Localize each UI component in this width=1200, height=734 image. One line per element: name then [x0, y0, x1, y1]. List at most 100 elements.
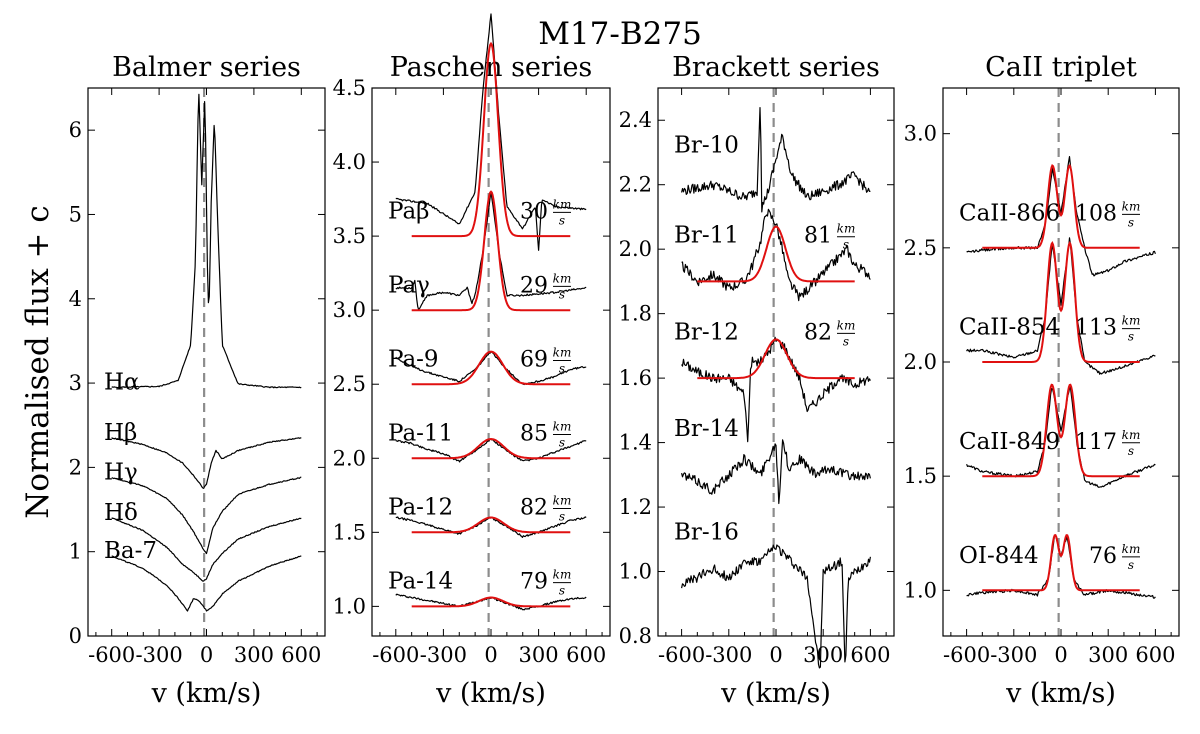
y-tick-label: 1.0: [619, 560, 652, 584]
x-tick-label: 0: [484, 643, 497, 667]
unit-denominator: s: [1128, 215, 1134, 229]
line-label: Br-10: [674, 133, 739, 159]
velocity-label: 69: [520, 347, 548, 372]
line-label: Pa-11: [388, 421, 453, 447]
unit-numerator: km: [553, 197, 572, 211]
x-tick-label: 600: [850, 643, 890, 667]
velocity-label: 85: [520, 422, 548, 447]
y-tick-label: 1.6: [619, 366, 652, 390]
x-tick-label: 0: [769, 643, 782, 667]
unit-numerator: km: [837, 318, 856, 332]
line-label: CaII-866: [959, 200, 1060, 226]
x-tick-label: 0: [200, 643, 213, 667]
line-label: CaII-849: [959, 429, 1060, 455]
unit-denominator: s: [843, 238, 849, 252]
panel-title: Paschen series: [390, 52, 593, 83]
unit-denominator: s: [559, 361, 565, 375]
y-tick-label: 0: [69, 624, 82, 648]
unit-denominator: s: [559, 510, 565, 524]
x-tick-label: 300: [234, 643, 274, 667]
y-tick-label: 3.5: [333, 224, 366, 248]
gaussian-fit-line: [697, 225, 855, 283]
y-tick-label: 2: [69, 455, 82, 479]
velocity-label: 82: [804, 320, 832, 345]
x-axis-label: v (km/s): [435, 678, 546, 709]
unit-denominator: s: [843, 334, 849, 348]
line-label: CaII-854: [959, 315, 1060, 341]
x-axis-label: v (km/s): [1005, 678, 1116, 709]
y-tick-label: 4.5: [333, 76, 366, 100]
y-axis-label: Normalised flux + c: [20, 205, 56, 518]
x-tick-label: -600: [943, 643, 990, 667]
spectrum-line: [111, 476, 302, 555]
x-tick-label: -600: [372, 643, 419, 667]
spectrum-line: [681, 336, 871, 443]
y-tick-label: 2.5: [904, 236, 937, 260]
velocity-label: 81: [804, 224, 832, 249]
velocity-label: 108: [1075, 201, 1117, 226]
x-tick-label: -300: [990, 643, 1037, 667]
spectrum-line: [681, 439, 871, 505]
y-tick-label: 1.2: [619, 495, 652, 519]
unit-denominator: s: [559, 436, 565, 450]
panel-title: Brackett series: [672, 52, 880, 83]
unit-denominator: s: [1128, 444, 1134, 458]
y-tick-label: 1.0: [904, 578, 937, 602]
panel-2: Brackett series Br-10 Br-11 81 km s Br-12 82 km s…: [619, 52, 895, 709]
line-label: Pa-12: [388, 495, 453, 521]
unit-numerator: km: [553, 271, 572, 285]
spectrum-line: [111, 517, 302, 582]
gaussian-fit-line: [982, 534, 1140, 592]
x-tick-label: -600: [88, 643, 135, 667]
unit-numerator: km: [553, 345, 572, 359]
panel-title: CaII triplet: [985, 52, 1137, 83]
x-tick-label: 600: [1135, 643, 1175, 667]
panel-1: Paschen series Paβ 30 km s Paγ 29 km s Pa-9 69 km s P…: [333, 13, 611, 709]
unit-numerator: km: [1122, 428, 1141, 442]
spectrum-line: [966, 237, 1156, 375]
y-tick-label: 2.0: [333, 446, 366, 470]
y-tick-label: 1.4: [619, 431, 652, 455]
spectrum-line: [111, 93, 302, 389]
spectrum-line: [681, 208, 871, 302]
gaussian-fit-line: [411, 596, 571, 608]
line-label: Paγ: [388, 272, 430, 298]
x-axis-label: v (km/s): [151, 678, 262, 709]
gaussian-fit-line: [697, 338, 855, 380]
line-label: Pa-14: [388, 569, 453, 595]
line-label: OI-844: [959, 543, 1039, 569]
panel-title: Balmer series: [112, 52, 301, 83]
y-tick-label: 2.5: [333, 372, 366, 396]
panel-0: Balmer series Hα Hβ Hγ Hδ Ba-7 -600 -300 0 300 600…: [69, 52, 326, 709]
spectrum-line: [111, 555, 302, 612]
y-tick-label: 1.5: [333, 520, 366, 544]
gaussian-fit-line: [411, 516, 571, 534]
velocity-label: 30: [520, 199, 548, 224]
line-label: Ba-7: [104, 538, 157, 564]
velocity-label: 79: [520, 570, 548, 595]
x-tick-label: 600: [281, 643, 321, 667]
gaussian-fit-line: [982, 240, 1140, 363]
x-tick-label: 300: [519, 643, 559, 667]
unit-numerator: km: [1122, 314, 1141, 328]
gaussian-fit-line: [411, 350, 571, 386]
y-tick-label: 2.0: [904, 350, 937, 374]
velocity-label: 113: [1075, 316, 1117, 341]
panel-3: CaII triplet CaII-866 108 km s CaII-854 113 km s…: [904, 52, 1180, 709]
x-tick-label: 600: [566, 643, 606, 667]
y-tick-label: 4.0: [333, 150, 366, 174]
gaussian-fit-line: [982, 164, 1140, 249]
y-tick-label: 2.4: [619, 108, 652, 132]
y-tick-label: 2.2: [619, 173, 652, 197]
x-tick-label: 300: [1088, 643, 1128, 667]
gaussian-fit-line: [411, 41, 571, 238]
x-tick-label: -300: [705, 643, 752, 667]
x-tick-label: -600: [658, 643, 705, 667]
gaussian-fit-line: [411, 437, 571, 460]
y-tick-label: 3: [69, 371, 82, 395]
unit-numerator: km: [553, 494, 572, 508]
line-label: Br-16: [674, 519, 739, 545]
panel-frame: [657, 87, 895, 637]
